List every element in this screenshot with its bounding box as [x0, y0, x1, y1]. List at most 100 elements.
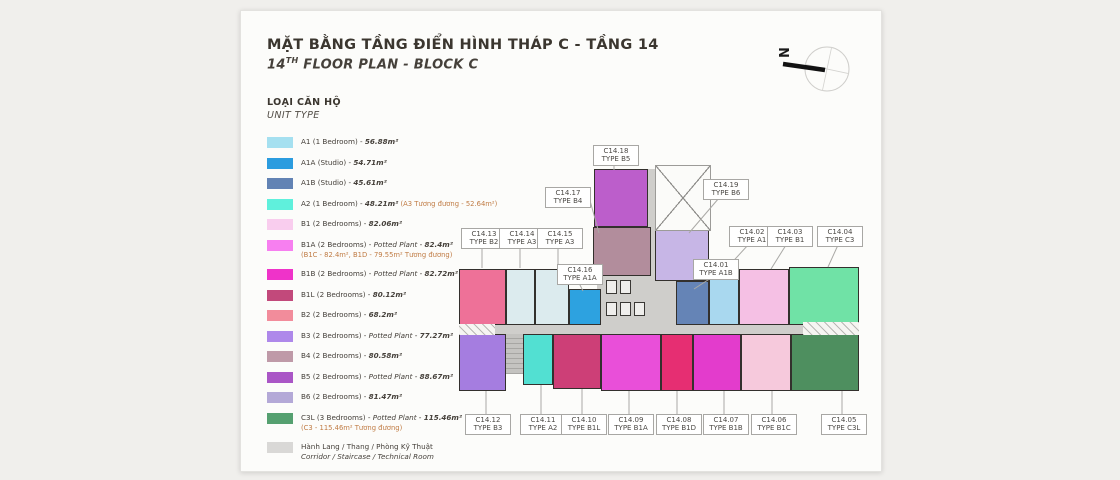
unit-c14-09	[601, 334, 661, 391]
legend-label-c3l: C3L (3 Bedrooms) - Potted Plant - 115.46…	[301, 412, 463, 432]
legend-swatch-b4	[267, 351, 293, 362]
unit-label-c14-17: C14.17 TYPE B4	[545, 187, 591, 208]
legend-label-b1: B1 (2 Bedrooms) - 82.06m²	[301, 219, 403, 228]
legend-label-b4: B4 (2 Bedrooms) - 80.58m²	[301, 351, 403, 360]
lift-5	[634, 302, 645, 316]
unit-label-c14-02: C14.02 TYPE A1	[729, 226, 775, 247]
lift-1	[606, 280, 617, 294]
hatch-right	[803, 322, 859, 335]
unit-c14-06	[741, 334, 791, 391]
subtitle-ordinal: TH	[285, 56, 299, 65]
stairwell	[506, 334, 523, 374]
legend-swatch-b6	[267, 392, 293, 403]
legend-item-b1l: B1L (2 Bedrooms) - 80.12m²	[267, 289, 467, 301]
legend-swatch-b3	[267, 330, 293, 342]
unit-label-c14-03: C14.03 TYPE B1	[767, 226, 813, 247]
poster-card: MẶT BẰNG TẦNG ĐIỂN HÌNH THÁP C - TẦNG 14…	[240, 10, 882, 472]
north-label: N	[778, 47, 793, 58]
legend-swatch-b1l	[267, 289, 293, 301]
legend-item-corridor: Hành Lang / Thang / Phòng Kỹ Thuật Corrid…	[267, 442, 467, 462]
legend-label-b2: B2 (2 Bedrooms) - 68.2m²	[301, 310, 398, 319]
legend-heading-en: UNIT TYPE	[267, 110, 320, 121]
legend-label-b1a: B1A (2 Bedrooms) - Potted Plant - 82.4m²…	[301, 239, 453, 259]
legend-item-a1: A1 (1 Bedroom) - 56.88m²	[267, 137, 467, 148]
unit-label-c14-06: C14.06 TYPE B1C	[751, 414, 797, 435]
legend-item-a1b: A1B (Studio) - 45.61m²	[267, 178, 467, 189]
subtitle-rest: FLOOR PLAN - BLOCK C	[298, 57, 479, 73]
legend-item-b2: B2 (2 Bedrooms) - 68.2m²	[267, 310, 467, 321]
legend-item-c3l: C3L (3 Bedrooms) - Potted Plant - 115.46…	[267, 412, 467, 433]
unit-label-c14-19: C14.19 TYPE B6	[703, 179, 749, 200]
legend-heading-vi: LOẠI CĂN HỘ	[267, 97, 341, 108]
unit-label-c14-07: C14.07 TYPE B1B	[703, 414, 749, 435]
unit-label-c14-04: C14.04 TYPE C3	[817, 226, 863, 247]
unit-c14-03	[739, 269, 789, 325]
legend-label-b5: B5 (2 Bedrooms) - Potted Plant - 88.67m²	[301, 371, 453, 381]
unit-label-c14-11: C14.11 TYPE A2	[520, 414, 566, 435]
unit-c14-08	[661, 334, 693, 391]
legend-label-a1a: A1A (Studio) - 54.71m²	[301, 157, 387, 167]
unit-label-c14-10: C14.10 TYPE B1L	[561, 414, 607, 435]
legend-item-b4: B4 (2 Bedrooms) - 80.58m²	[267, 351, 467, 362]
compass: N	[777, 37, 863, 105]
unit-label-c14-18: C14.18 TYPE B5	[593, 145, 639, 166]
unit-label-c14-01: C14.01 TYPE A1B	[693, 259, 739, 280]
legend-swatch-b1b	[267, 269, 293, 280]
legend-list: A1 (1 Bedroom) - 56.88m² A1A (Studio) - 5…	[267, 137, 497, 472]
unit-c14-11	[523, 334, 553, 385]
legend-item-b1b: B1B (2 Bedrooms) - Potted Plant - 82.72m…	[267, 269, 467, 280]
leader-c14-03	[770, 244, 787, 270]
legend-label-a1: A1 (1 Bedroom) - 56.88m²	[301, 137, 399, 146]
legend-label-a1b: A1B (Studio) - 45.61m²	[301, 178, 387, 187]
legend-label-corridor: Hành Lang / Thang / Phòng Kỹ Thuật Corrid…	[301, 442, 434, 461]
legend-label-b1b: B1B (2 Bedrooms) - Potted Plant - 82.72m…	[301, 269, 458, 278]
legend-label-b1l: B1L (2 Bedrooms) - 80.12m²	[301, 289, 407, 299]
unit-label-c14-08: C14.08 TYPE B1D	[656, 414, 702, 435]
unit-c14-13	[459, 269, 506, 325]
legend-swatch-a1b	[267, 178, 293, 189]
unit-c14-07	[693, 334, 741, 391]
hatch-left	[459, 324, 495, 335]
legend-heading: LOẠI CĂN HỘ UNIT TYPE	[267, 97, 341, 121]
unit-c14-04	[789, 267, 859, 325]
legend-swatch-b1a	[267, 239, 293, 251]
legend-item-a2: A2 (1 Bedroom) - 48.21m² (A3 Tương đương…	[267, 198, 497, 210]
unit-c14-16	[569, 289, 601, 325]
legend-label-b3: B3 (2 Bedrooms) - Potted Plant - 77.27m²	[301, 330, 453, 340]
legend-swatch-c3l	[267, 412, 293, 424]
legend-swatch-a1	[267, 137, 293, 148]
unit-label-c14-12: C14.12 TYPE B3	[465, 414, 511, 435]
unit-label-c14-15: C14.15 TYPE A3	[537, 228, 583, 249]
unit-c14-05	[791, 334, 859, 391]
unit-c14-10	[553, 334, 601, 389]
unit-label-c14-09: C14.09 TYPE B1A	[608, 414, 654, 435]
legend-item-b5: B5 (2 Bedrooms) - Potted Plant - 88.67m²	[267, 371, 467, 383]
legend-swatch-b1	[267, 219, 293, 230]
page-subtitle: 14TH FLOOR PLAN - BLOCK C	[267, 56, 659, 72]
legend-label-a2: A2 (1 Bedroom) - 48.21m² (A3 Tương đương…	[301, 198, 498, 208]
lift-3	[606, 302, 617, 316]
wing-corridor	[648, 169, 655, 276]
unit-c14-14	[506, 269, 535, 325]
leader-c14-04	[827, 244, 839, 268]
legend-item-b3: B3 (2 Bedrooms) - Potted Plant - 77.27m²	[267, 330, 467, 342]
subtitle-number: 14	[267, 57, 286, 73]
legend-swatch-b5	[267, 371, 293, 383]
legend-swatch-corridor	[267, 442, 293, 453]
header: MẶT BẰNG TẦNG ĐIỂN HÌNH THÁP C - TẦNG 14…	[267, 37, 659, 72]
page-title: MẶT BẰNG TẦNG ĐIỂN HÌNH THÁP C - TẦNG 14	[267, 37, 659, 53]
unit-c14-01	[676, 281, 709, 325]
unit-c14-12	[459, 334, 506, 391]
legend-swatch-b2	[267, 310, 293, 321]
north-needle	[782, 61, 826, 73]
legend-swatch-a2	[267, 198, 293, 210]
legend-item-b1a: B1A (2 Bedrooms) - Potted Plant - 82.4m²…	[267, 239, 467, 260]
floor-plan: C14.18 TYPE B5 C14.17 TYPE B4 C14.19 TYPE B6 C…	[451, 141, 871, 441]
legend-label-b6: B6 (2 Bedrooms) - 81.47m²	[301, 392, 403, 401]
compass-icon: N	[778, 46, 850, 92]
legend-swatch-a1a	[267, 157, 293, 169]
main-corridor	[459, 325, 859, 334]
lift-4	[620, 302, 631, 316]
unit-label-c14-14: C14.14 TYPE A3	[499, 228, 545, 249]
unit-label-c14-05: C14.05 TYPE C3L	[821, 414, 867, 435]
